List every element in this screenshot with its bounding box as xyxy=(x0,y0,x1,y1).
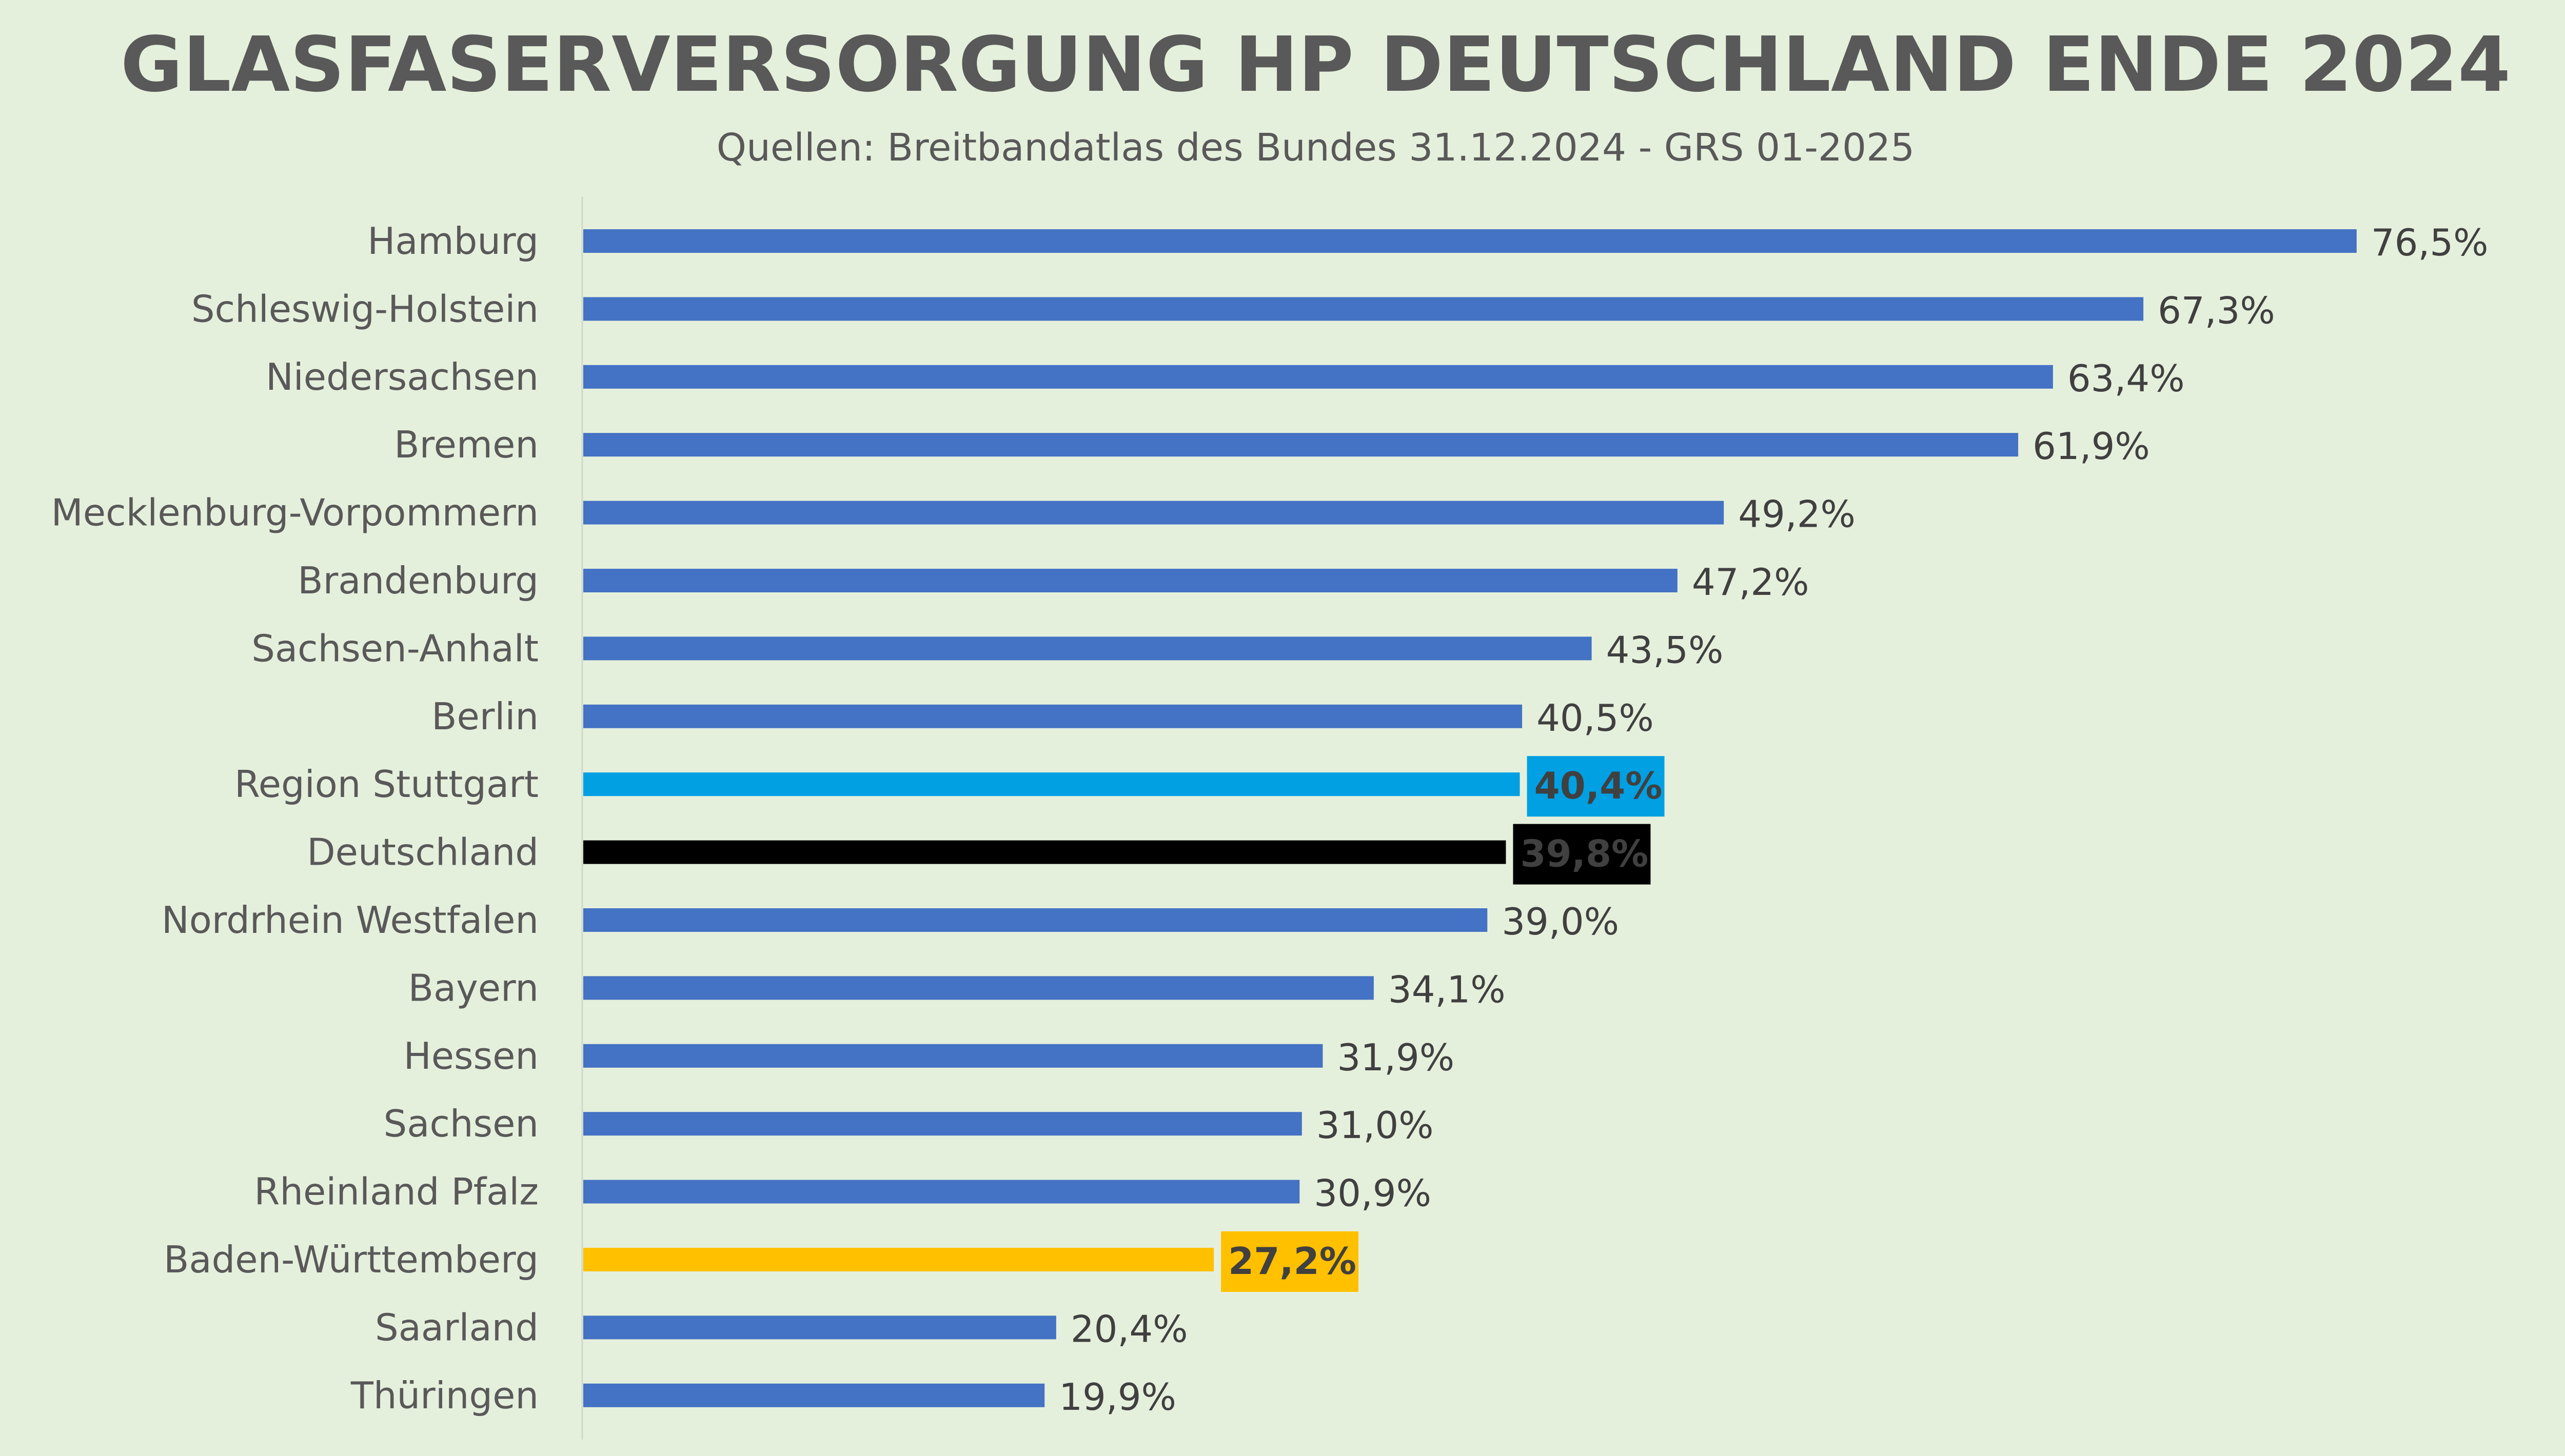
bar-deutschland xyxy=(583,840,1506,864)
category-label-rheinland-pfalz: Rheinland Pfalz xyxy=(254,1170,539,1213)
category-label-baden-wuerttemberg: Baden-Württemberg xyxy=(164,1238,539,1281)
value-label-baden-wuerttemberg: 27,2% xyxy=(1228,1240,1356,1283)
category-label-bayern: Bayern xyxy=(408,966,539,1009)
bar-hamburg xyxy=(583,229,2357,253)
value-label-deutschland: 39,8% xyxy=(1520,832,1648,875)
bar-saarland xyxy=(583,1315,1056,1340)
category-label-niedersachsen: Niedersachsen xyxy=(266,355,539,398)
bar-thueringen xyxy=(583,1383,1045,1407)
bar-brandenburg xyxy=(583,569,1678,592)
value-label-region-stuttgart: 40,4% xyxy=(1534,764,1663,807)
value-label-mecklenburg-vorpommern: 49,2% xyxy=(1738,493,1856,536)
bar-hessen xyxy=(583,1044,1323,1068)
value-label-thueringen: 19,9% xyxy=(1059,1375,1176,1419)
value-label-box-region-stuttgart xyxy=(1527,756,1665,817)
category-label-sachsen: Sachsen xyxy=(384,1102,539,1145)
bar-mecklenburg-vorpommern xyxy=(583,501,1724,525)
bar-region-stuttgart xyxy=(583,772,1520,796)
category-label-saarland: Saarland xyxy=(375,1306,539,1349)
category-label-region-stuttgart: Region Stuttgart xyxy=(234,763,539,806)
value-label-schleswig-holstein: 67,3% xyxy=(2158,289,2275,332)
bar-bayern xyxy=(583,976,1374,1000)
bar-berlin xyxy=(583,704,1523,728)
value-label-berlin: 40,5% xyxy=(1536,696,1654,740)
bar-schleswig-holstein xyxy=(583,297,2144,321)
bar-sachsen-anhalt xyxy=(583,636,1592,661)
category-label-schleswig-holstein: Schleswig-Holstein xyxy=(191,287,539,330)
value-label-saarland: 20,4% xyxy=(1071,1307,1188,1350)
bar-bremen xyxy=(583,433,2019,457)
category-label-sachsen-anhalt: Sachsen-Anhalt xyxy=(251,627,539,670)
category-label-mecklenburg-vorpommern: Mecklenburg-Vorpommern xyxy=(51,491,539,534)
value-label-hamburg: 76,5% xyxy=(2371,221,2489,264)
category-label-berlin: Berlin xyxy=(431,695,539,738)
category-label-nordrhein-westfalen: Nordrhein Westfalen xyxy=(162,899,539,942)
bar-rheinland-pfalz xyxy=(583,1180,1300,1204)
value-label-niedersachsen: 63,4% xyxy=(2067,357,2185,400)
value-label-sachsen: 31,0% xyxy=(1316,1104,1434,1147)
value-label-box-deutschland xyxy=(1513,824,1651,885)
value-label-bremen: 61,9% xyxy=(2033,425,2150,468)
value-label-sachsen-anhalt: 43,5% xyxy=(1606,628,1724,671)
chart-title: GLASFASERVERSORGUNG HP DEUTSCHLAND ENDE … xyxy=(120,21,2511,109)
bar-sachsen xyxy=(583,1112,1302,1136)
value-label-nordrhein-westfalen: 39,0% xyxy=(1502,900,1619,943)
value-label-rheinland-pfalz: 30,9% xyxy=(1314,1172,1431,1215)
value-label-bayern: 34,1% xyxy=(1388,968,1506,1011)
category-label-thueringen: Thüringen xyxy=(350,1374,539,1417)
bar-baden-wuerttemberg xyxy=(583,1248,1214,1271)
category-label-brandenburg: Brandenburg xyxy=(298,559,539,602)
category-label-bremen: Bremen xyxy=(394,423,539,466)
chart-subtitle: Quellen: Breitbandatlas des Bundes 31.12… xyxy=(716,126,1915,170)
value-label-hessen: 31,9% xyxy=(1337,1036,1454,1079)
category-label-deutschland: Deutschland xyxy=(307,831,539,874)
category-label-hamburg: Hamburg xyxy=(367,220,539,263)
bar-nordrhein-westfalen xyxy=(583,908,1488,932)
category-label-hessen: Hessen xyxy=(404,1034,539,1078)
value-label-brandenburg: 47,2% xyxy=(1692,561,1809,604)
bar-niedersachsen xyxy=(583,365,2053,389)
value-label-box-baden-wuerttemberg xyxy=(1221,1231,1359,1292)
